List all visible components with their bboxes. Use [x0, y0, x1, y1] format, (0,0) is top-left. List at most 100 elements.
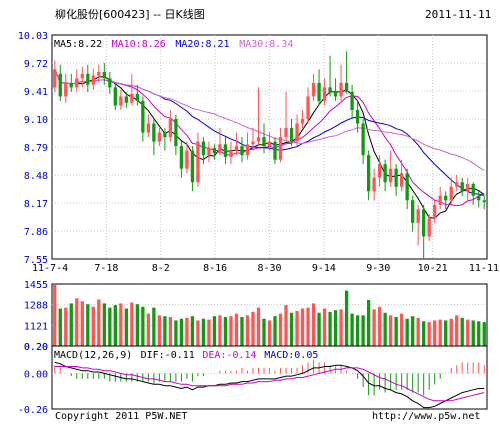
- candle-body: [333, 91, 338, 97]
- volume-bar: [141, 306, 145, 346]
- macd-legend-item: MACD:0.05: [264, 350, 318, 361]
- volume-bar: [394, 317, 398, 346]
- volume-bar: [240, 317, 244, 346]
- volume-bar: [146, 313, 151, 346]
- candle-body: [328, 87, 332, 92]
- candle-body: [477, 195, 481, 201]
- candle-body: [124, 96, 128, 103]
- candle: [273, 137, 277, 165]
- volume-bar: [267, 320, 272, 346]
- candle: [328, 55, 332, 97]
- macd-legend-item: DEA:-0.14: [202, 350, 256, 361]
- candle-body: [97, 72, 101, 76]
- candle-body: [256, 137, 261, 142]
- candle: [433, 200, 437, 223]
- price-tick-label: 10.03: [18, 31, 48, 42]
- candle-body: [223, 144, 228, 157]
- volume-bar: [333, 310, 338, 346]
- candle: [267, 132, 272, 151]
- candle: [185, 141, 189, 174]
- price-tick-label: 7.55: [24, 255, 48, 266]
- volume-bar: [411, 316, 415, 346]
- candle: [438, 186, 442, 210]
- macd-lines: [54, 361, 485, 409]
- candle: [218, 128, 222, 156]
- volume-bar: [245, 315, 250, 346]
- candle: [201, 137, 206, 165]
- candle-body: [339, 82, 343, 97]
- candle: [422, 204, 426, 259]
- candle-body: [449, 186, 453, 201]
- candle-body: [185, 150, 189, 169]
- candle-body: [179, 146, 184, 169]
- date-tick-label: 8-30: [257, 263, 281, 274]
- volume-bar: [433, 320, 437, 346]
- volume-bar: [75, 298, 79, 346]
- volume-bar: [168, 317, 173, 346]
- volume-bar: [388, 315, 393, 346]
- candle-body: [75, 78, 79, 88]
- candle-body: [108, 78, 112, 88]
- candle-body: [438, 195, 442, 205]
- candle: [284, 91, 288, 142]
- macd-legend-item: DIF:-0.11: [141, 350, 195, 361]
- volume-bar: [97, 299, 101, 346]
- volume-bar: [366, 299, 371, 346]
- candle-body: [251, 141, 255, 145]
- price-tick-label: 9.10: [24, 115, 48, 126]
- candle: [471, 182, 475, 205]
- candle: [168, 109, 173, 142]
- volume-bar: [377, 306, 382, 346]
- candle: [240, 137, 244, 163]
- candle-body: [394, 168, 398, 187]
- candle: [339, 64, 343, 101]
- volume-bar: [400, 313, 404, 346]
- candle-body: [427, 218, 431, 237]
- volume-bar: [427, 322, 431, 346]
- volume-bar: [449, 318, 453, 346]
- candle-body: [300, 119, 305, 124]
- candle: [416, 204, 420, 246]
- volume-bar: [477, 321, 481, 346]
- volume-tick-label: 1288: [24, 301, 48, 312]
- candle: [344, 51, 349, 94]
- candle: [300, 109, 305, 129]
- candle-body: [278, 137, 283, 160]
- candle: [113, 82, 117, 110]
- volume-bar: [416, 317, 420, 346]
- candle-body: [53, 69, 57, 88]
- candle-body: [306, 96, 310, 119]
- volume-bar: [91, 306, 95, 346]
- price-tick-label: 8.48: [24, 171, 48, 182]
- macd-tick-label: 0.20: [24, 342, 48, 353]
- price-tick-label: 8.17: [24, 199, 48, 210]
- candle: [466, 177, 470, 201]
- volume-bar: [113, 305, 117, 346]
- candle-body: [361, 123, 365, 156]
- volume-tick-label: 1455: [24, 280, 48, 291]
- candle-body: [113, 87, 117, 106]
- volume-bar: [102, 303, 106, 346]
- dif-line: [54, 361, 485, 409]
- date-tick-label: 7-18: [94, 263, 118, 274]
- candle-body: [322, 87, 327, 101]
- candle-body: [146, 123, 151, 133]
- candle-body: [196, 141, 200, 183]
- candle: [91, 68, 95, 91]
- candle: [372, 168, 376, 201]
- candle-body: [466, 184, 470, 192]
- volume-bar: [119, 303, 123, 346]
- candle-body: [262, 137, 266, 147]
- volume-bar: [251, 311, 255, 346]
- price-legend-item: MA10:8.26: [112, 39, 166, 50]
- volume-bar: [300, 308, 305, 346]
- candle-body: [317, 82, 321, 101]
- candle-body: [350, 91, 354, 110]
- volume-bar: [278, 313, 283, 346]
- candle-body: [163, 132, 167, 138]
- volume-bar: [179, 318, 184, 346]
- candle-body: [460, 182, 464, 192]
- macd-grid: [51, 345, 488, 410]
- source-url: http://www.p5w.net: [372, 411, 480, 422]
